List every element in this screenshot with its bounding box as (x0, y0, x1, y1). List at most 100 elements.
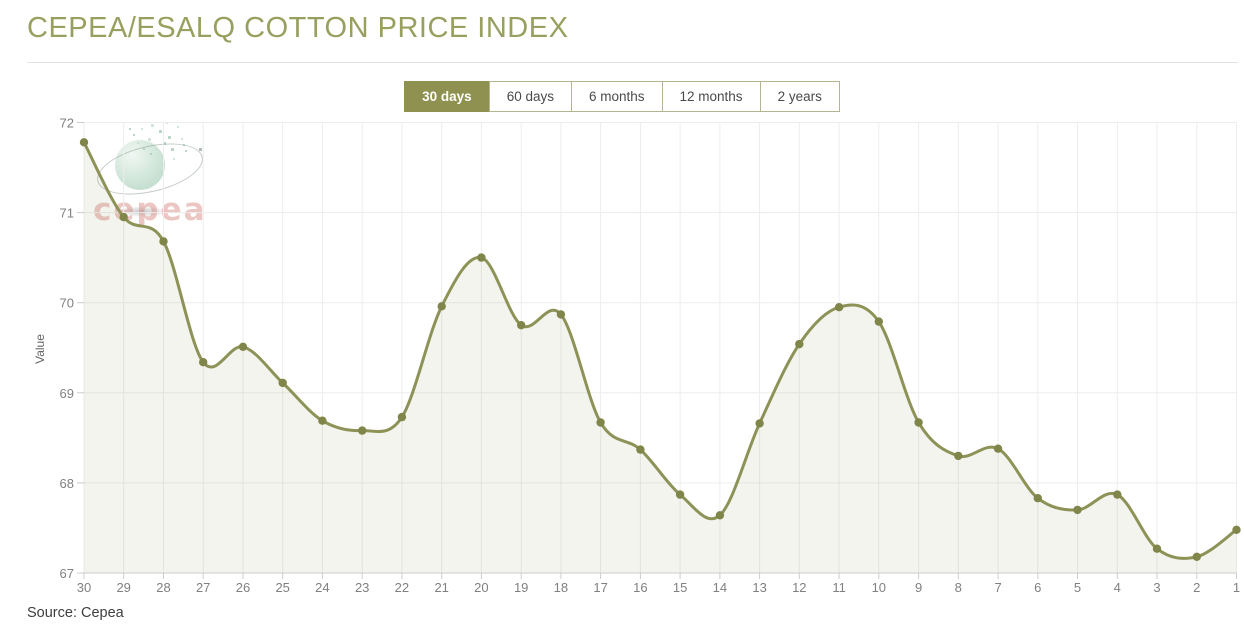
data-point-9[interactable] (914, 418, 923, 427)
x-tick-label: 5 (1074, 580, 1081, 595)
x-tick-label: 24 (315, 580, 329, 595)
pixel-dot (183, 144, 185, 146)
pixel-dot (177, 126, 179, 128)
pixel-dot (150, 153, 152, 155)
y-tick-label: 71 (60, 206, 74, 221)
x-tick-label: 12 (792, 580, 806, 595)
range-tabs: 30 days 60 days 6 months 12 months 2 yea… (0, 81, 1244, 112)
area-fill (84, 142, 1237, 574)
y-tick-label: 67 (60, 566, 74, 581)
data-point-14[interactable] (715, 511, 725, 520)
data-point-12[interactable] (795, 339, 804, 349)
data-point-27[interactable] (199, 358, 208, 367)
x-tick-label: 18 (554, 580, 568, 595)
pixel-dot (155, 148, 157, 150)
data-point-18[interactable] (556, 310, 566, 319)
data-point-4[interactable] (1113, 490, 1122, 499)
pixel-dot (163, 142, 166, 145)
data-point-16[interactable] (636, 445, 645, 454)
x-tick-label: 4 (1114, 580, 1121, 595)
pixel-dot (141, 128, 143, 130)
x-tick-label: 10 (872, 580, 886, 595)
page-title: CEPEA/ESALQ COTTON PRICE INDEX (27, 12, 569, 44)
data-point-30[interactable] (79, 138, 89, 147)
data-point-20[interactable] (477, 253, 486, 262)
x-tick-label: 16 (633, 580, 647, 595)
data-point-22[interactable] (397, 412, 407, 422)
x-tick-label: 3 (1153, 580, 1160, 595)
x-tick-label: 1 (1233, 580, 1240, 595)
pixel-dot (168, 136, 171, 139)
data-point-19[interactable] (517, 321, 526, 330)
pixel-dot (161, 156, 163, 158)
tab-60-days[interactable]: 60 days (488, 81, 572, 112)
data-point-29[interactable] (119, 212, 128, 222)
data-point-11[interactable] (834, 303, 844, 312)
data-point-6[interactable] (1033, 494, 1043, 503)
x-tick-label: 6 (1034, 580, 1041, 595)
globe-shadow (114, 206, 170, 217)
data-point-24[interactable] (318, 416, 327, 425)
tab-30-days[interactable]: 30 days (404, 81, 490, 112)
x-tick-label: 8 (955, 580, 962, 595)
data-point-25[interactable] (278, 378, 287, 388)
data-point-5[interactable] (1073, 505, 1082, 515)
x-tick-label: 25 (275, 580, 289, 595)
pixel-dot (137, 142, 139, 144)
y-tick-label: 72 (60, 116, 74, 131)
data-point-23[interactable] (358, 426, 367, 435)
data-point-7[interactable] (993, 444, 1003, 453)
pixel-dot (159, 130, 162, 133)
data-point-10[interactable] (874, 317, 883, 326)
x-tick-label: 14 (713, 580, 727, 595)
title-divider (27, 62, 1238, 63)
x-tick-label: 22 (395, 580, 409, 595)
pixel-dot (148, 138, 151, 141)
x-tick-label: 28 (156, 580, 170, 595)
orbit-tip (199, 148, 202, 151)
data-point-21[interactable] (437, 302, 446, 311)
x-tick-label: 26 (236, 580, 250, 595)
data-point-28[interactable] (159, 237, 168, 246)
data-point-2[interactable] (1192, 552, 1202, 561)
x-tick-label: 30 (77, 580, 91, 595)
data-point-13[interactable] (755, 419, 764, 428)
pixel-dot (151, 124, 154, 127)
y-tick-label: 68 (60, 476, 74, 491)
pixel-dot (173, 158, 175, 160)
x-tick-label: 27 (196, 580, 210, 595)
x-tick-label: 21 (434, 580, 448, 595)
x-tick-label: 7 (994, 580, 1001, 595)
x-tick-label: 15 (673, 580, 687, 595)
data-point-1[interactable] (1232, 525, 1241, 534)
pixel-dot (133, 134, 135, 136)
data-point-8[interactable] (954, 451, 963, 461)
y-axis-title: Value (33, 334, 47, 364)
x-tick-label: 11 (832, 580, 846, 595)
x-tick-label: 23 (355, 580, 369, 595)
pixel-dot (185, 150, 187, 152)
pixel-dot (143, 148, 145, 150)
data-point-26[interactable] (238, 342, 248, 351)
source-note: Source: Cepea (27, 605, 124, 621)
tab-12-months[interactable]: 12 months (661, 81, 761, 112)
data-point-15[interactable] (675, 490, 685, 499)
tab-2-years[interactable]: 2 years (759, 81, 840, 112)
x-tick-label: 9 (915, 580, 922, 595)
x-tick-label: 17 (593, 580, 607, 595)
data-point-3[interactable] (1152, 544, 1162, 553)
pixel-dot (171, 148, 174, 151)
pixel-dot (181, 138, 183, 140)
x-tick-label: 29 (116, 580, 130, 595)
x-tick-label: 2 (1193, 580, 1200, 595)
x-tick-label: 19 (514, 580, 528, 595)
x-tick-label: 20 (474, 580, 488, 595)
x-tick-label: 13 (752, 580, 766, 595)
tab-6-months[interactable]: 6 months (570, 81, 663, 112)
data-point-17[interactable] (596, 418, 605, 427)
pixel-dot (129, 128, 131, 130)
y-tick-label: 69 (60, 386, 74, 401)
y-tick-label: 70 (60, 296, 74, 311)
